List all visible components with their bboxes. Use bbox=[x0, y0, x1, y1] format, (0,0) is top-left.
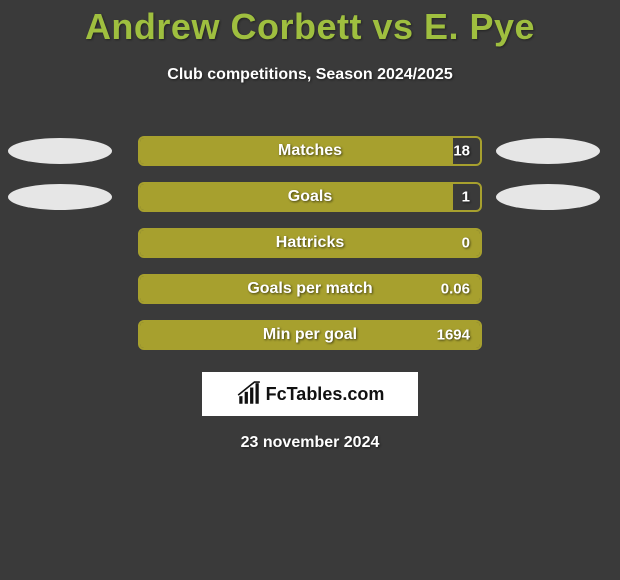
stat-rows: Matches 18 Goals 1 Hattricks 0 Goals per… bbox=[0, 128, 620, 358]
player-marker-right bbox=[496, 184, 600, 210]
stat-row: Goals per match 0.06 bbox=[0, 266, 620, 312]
stat-bar-label: Hattricks bbox=[276, 234, 344, 252]
stat-bar-label: Goals bbox=[288, 188, 332, 206]
stat-bar: Goals 1 bbox=[138, 182, 482, 212]
stat-bar-value: 0 bbox=[462, 235, 470, 252]
stat-bar: Hattricks 0 bbox=[138, 228, 482, 258]
date-label: 23 november 2024 bbox=[0, 434, 620, 452]
chart-icon bbox=[236, 381, 262, 407]
brand-label: FcTables.com bbox=[266, 384, 385, 405]
stat-bar-label: Matches bbox=[278, 142, 342, 160]
subtitle: Club competitions, Season 2024/2025 bbox=[0, 66, 620, 84]
stat-bar-label: Goals per match bbox=[247, 280, 372, 298]
stat-bar: Goals per match 0.06 bbox=[138, 274, 482, 304]
stat-row: Hattricks 0 bbox=[0, 220, 620, 266]
player-marker-left bbox=[8, 184, 112, 210]
stat-row: Min per goal 1694 bbox=[0, 312, 620, 358]
stat-row: Goals 1 bbox=[0, 174, 620, 220]
player-marker-left bbox=[8, 138, 112, 164]
stat-bar-value: 1 bbox=[462, 189, 470, 206]
stat-bar: Matches 18 bbox=[138, 136, 482, 166]
brand-box[interactable]: FcTables.com bbox=[202, 372, 418, 416]
stat-bar-label: Min per goal bbox=[263, 326, 357, 344]
player-marker-right bbox=[496, 138, 600, 164]
stat-bar-value: 0.06 bbox=[441, 281, 470, 298]
stat-bar-value: 1694 bbox=[437, 327, 470, 344]
stat-bar-value: 18 bbox=[453, 143, 470, 160]
stat-row: Matches 18 bbox=[0, 128, 620, 174]
page-title: Andrew Corbett vs E. Pye bbox=[0, 0, 620, 48]
stat-bar: Min per goal 1694 bbox=[138, 320, 482, 350]
